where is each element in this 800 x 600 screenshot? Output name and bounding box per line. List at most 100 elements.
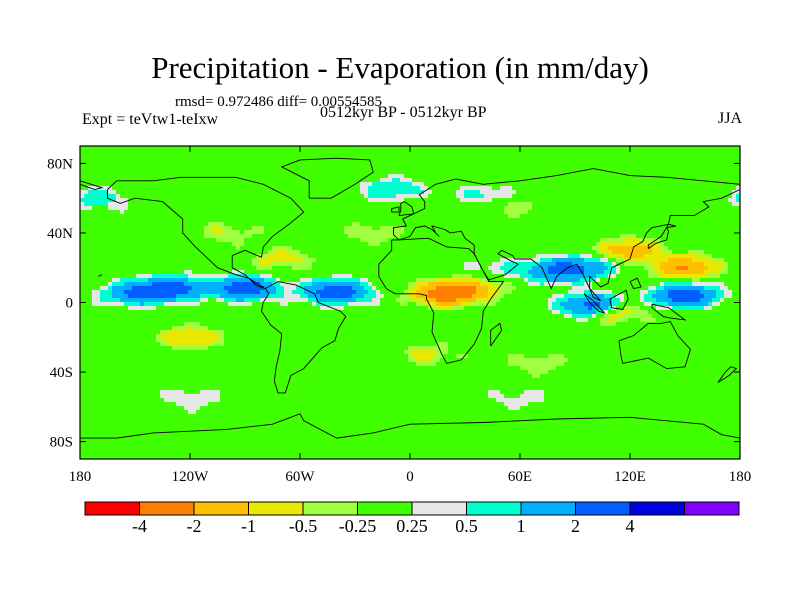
field-cell — [96, 282, 100, 286]
field-cell — [208, 218, 212, 222]
field-cell — [296, 398, 300, 402]
field-cell — [136, 206, 140, 210]
field-cell — [112, 166, 116, 170]
field-cell — [240, 398, 244, 402]
field-cell — [128, 262, 132, 266]
field-cell — [140, 418, 144, 422]
field-cell — [320, 166, 324, 170]
field-cell — [116, 382, 120, 386]
field-cell — [236, 202, 240, 206]
field-cell — [236, 254, 240, 258]
field-cell — [240, 234, 244, 238]
field-cell — [332, 410, 336, 414]
field-cell — [332, 154, 336, 158]
field-cell — [332, 266, 336, 270]
field-cell — [172, 438, 176, 442]
field-cell — [284, 210, 288, 214]
field-cell — [208, 410, 212, 414]
field-cell — [276, 426, 280, 430]
field-cell — [156, 406, 160, 410]
field-cell — [324, 218, 328, 222]
field-cell — [148, 438, 152, 442]
field-cell — [228, 146, 232, 150]
field-cell — [140, 218, 144, 222]
field-cell — [204, 442, 208, 446]
field-cell — [136, 238, 140, 242]
field-cell — [172, 194, 176, 198]
field-cell — [260, 410, 264, 414]
field-cell — [212, 166, 216, 170]
field-cell — [184, 414, 188, 418]
field-cell — [152, 318, 156, 322]
field-cell — [184, 202, 188, 206]
field-cell — [168, 386, 172, 390]
field-cell — [308, 298, 312, 302]
field-cell — [248, 386, 252, 390]
field-cell — [148, 362, 152, 366]
field-cell — [156, 426, 160, 430]
field-cell — [284, 154, 288, 158]
field-cell — [152, 278, 156, 282]
field-cell — [192, 354, 196, 358]
field-cell — [208, 362, 212, 366]
field-cell — [292, 330, 296, 334]
field-cell — [168, 434, 172, 438]
field-cell — [96, 414, 100, 418]
field-cell — [176, 410, 180, 414]
field-cell — [340, 330, 344, 334]
field-cell — [308, 226, 312, 230]
field-cell — [184, 154, 188, 158]
field-cell — [252, 302, 256, 306]
field-cell — [164, 210, 168, 214]
field-cell — [136, 262, 140, 266]
field-cell — [308, 334, 312, 338]
field-cell — [140, 394, 144, 398]
field-cell — [208, 418, 212, 422]
field-cell — [104, 166, 108, 170]
field-cell — [304, 182, 308, 186]
field-cell — [136, 294, 140, 298]
field-cell — [80, 158, 84, 162]
field-cell — [264, 406, 268, 410]
field-cell — [268, 266, 272, 270]
field-cell — [196, 238, 200, 242]
field-cell — [92, 366, 96, 370]
field-cell — [80, 350, 84, 354]
field-cell — [116, 286, 120, 290]
field-cell — [204, 302, 208, 306]
field-cell — [296, 158, 300, 162]
field-cell — [280, 342, 284, 346]
field-cell — [164, 266, 168, 270]
field-cell — [132, 346, 136, 350]
field-cell — [252, 258, 256, 262]
field-cell — [140, 390, 144, 394]
field-cell — [276, 222, 280, 226]
field-cell — [336, 174, 340, 178]
field-cell — [212, 414, 216, 418]
field-cell — [156, 366, 160, 370]
field-cell — [208, 374, 212, 378]
field-cell — [96, 150, 100, 154]
field-cell — [248, 442, 252, 446]
field-cell — [92, 346, 96, 350]
field-cell — [224, 250, 228, 254]
field-cell — [288, 378, 292, 382]
field-cell — [200, 430, 204, 434]
field-cell — [176, 406, 180, 410]
field-cell — [304, 346, 308, 350]
field-cell — [300, 234, 304, 238]
field-cell — [256, 234, 260, 238]
field-cell — [152, 422, 156, 426]
field-cell — [148, 402, 152, 406]
field-cell — [292, 402, 296, 406]
field-cell — [216, 442, 220, 446]
field-cell — [108, 242, 112, 246]
field-cell — [264, 374, 268, 378]
field-cell — [328, 370, 332, 374]
field-cell — [176, 354, 180, 358]
field-cell — [276, 354, 280, 358]
field-cell — [212, 454, 216, 458]
field-cell — [84, 242, 88, 246]
field-cell — [172, 218, 176, 222]
field-cell — [208, 294, 212, 298]
